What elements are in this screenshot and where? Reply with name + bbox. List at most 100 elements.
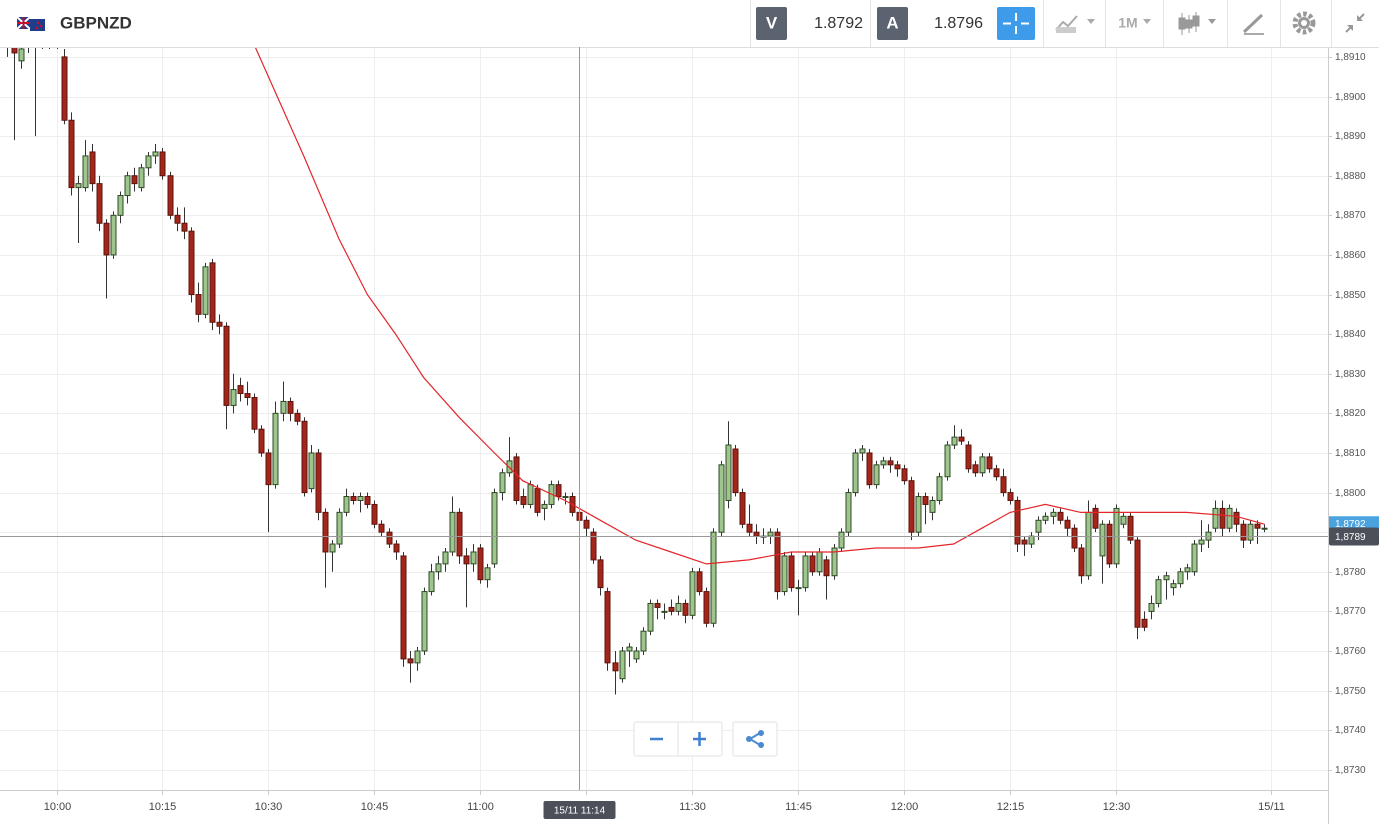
bid-badge[interactable]: [756, 7, 787, 40]
ask-badge[interactable]: [877, 7, 908, 40]
candle-body: [499, 472, 506, 494]
candle-body: [640, 630, 647, 652]
overlay: 1,8792 15/11 11:14 1,8789: [0, 47, 1379, 819]
y-tick-label: 1,8770: [1335, 606, 1366, 617]
candle-body: [936, 476, 943, 501]
zoom-controls: [633, 721, 778, 757]
x-tick-label: 10:45: [361, 801, 389, 813]
candle-body: [435, 563, 442, 573]
candle-body: [654, 602, 661, 608]
candle-body: [1261, 527, 1268, 530]
moving-average-line: [254, 47, 1265, 565]
candle-body: [315, 452, 322, 513]
candle-body: [1099, 523, 1106, 557]
plot-area: [7, 47, 1268, 695]
y-tick-label: 1,8890: [1335, 131, 1366, 142]
crosshair-y-label: 1,8789: [1335, 532, 1366, 543]
candle-body: [1219, 507, 1226, 529]
candle-body: [1233, 511, 1240, 525]
candle-body: [661, 610, 668, 613]
bid-label: V: [766, 13, 778, 32]
candle-body: [753, 531, 760, 537]
candle-body: [527, 484, 534, 505]
candle-body: [922, 496, 929, 505]
bid-price: 1.8792: [814, 15, 863, 32]
collapse-button[interactable]: [1345, 13, 1365, 33]
candle-body: [562, 496, 569, 499]
candle-body: [1078, 547, 1085, 577]
candle-body: [619, 650, 626, 680]
candle-body: [89, 151, 96, 185]
candle-body: [393, 543, 400, 553]
chart-type-button[interactable]: [1055, 15, 1095, 33]
x-tick-label: 12:00: [891, 801, 919, 813]
candle-body: [732, 448, 739, 494]
candle-body: [68, 119, 75, 189]
ask-label: A: [886, 13, 898, 32]
candle-body: [774, 531, 781, 593]
draw-tool-button[interactable]: [1242, 13, 1264, 35]
candle-body: [400, 555, 407, 660]
candle-body: [449, 511, 456, 553]
candle-body: [103, 222, 110, 256]
share-button[interactable]: [732, 721, 778, 757]
candle-body: [788, 555, 795, 589]
candle-body: [795, 587, 802, 590]
candle-body: [308, 452, 315, 490]
candle-body: [986, 456, 993, 470]
y-tick-label: 1,8910: [1335, 52, 1366, 63]
candle-body: [1085, 511, 1092, 577]
candle-body: [131, 175, 138, 185]
candle-body: [357, 496, 364, 501]
last-price-label: 1,8792: [1335, 519, 1366, 530]
candle-body: [209, 262, 216, 323]
candle-body: [958, 436, 965, 442]
candle-body: [152, 151, 159, 157]
x-tick-label: 11:45: [785, 801, 812, 813]
header-bg: [0, 0, 1379, 47]
candle-body: [110, 214, 117, 256]
crosshair-button[interactable]: [997, 7, 1035, 40]
candle-body: [82, 155, 89, 189]
candle-body: [251, 397, 258, 430]
candle-body: [491, 492, 498, 565]
x-tick-label: 12:15: [997, 801, 1025, 813]
candle-body: [265, 452, 272, 486]
candle-body: [1212, 507, 1219, 529]
y-tick-label: 1,8860: [1335, 250, 1366, 261]
y-tick-label: 1,8800: [1335, 488, 1366, 499]
candle-body: [873, 464, 880, 486]
candle-body: [1092, 507, 1099, 529]
candle-body: [61, 56, 68, 121]
candle-body: [287, 400, 294, 414]
candle-body: [223, 325, 230, 406]
zoom-in-button[interactable]: [693, 732, 706, 746]
candle-body: [944, 444, 951, 478]
y-tick-label: 1,8750: [1335, 686, 1366, 697]
candle-body: [145, 155, 152, 169]
timeframe-button[interactable]: 1M: [1118, 15, 1151, 31]
candle-body: [378, 523, 385, 533]
candle-body: [1014, 499, 1021, 545]
candle-body: [216, 321, 223, 327]
candle-body: [1127, 515, 1134, 541]
settings-button[interactable]: [1292, 11, 1316, 35]
candle-body: [1191, 543, 1198, 573]
candle-body: [915, 496, 922, 533]
candle-body: [1170, 583, 1177, 589]
y-tick-label: 1,8900: [1335, 92, 1366, 103]
candle-body: [1106, 523, 1113, 565]
candle-body: [951, 436, 958, 446]
y-tick-label: 1,8820: [1335, 408, 1366, 419]
y-tick-label: 1,8780: [1335, 567, 1366, 578]
grid: [0, 47, 1328, 790]
candle-body: [1000, 476, 1007, 494]
candle-body: [901, 468, 908, 482]
candle-body: [167, 175, 174, 216]
candle-body: [386, 531, 393, 545]
y-tick-label: 1,8850: [1335, 290, 1366, 301]
candle-style-button[interactable]: [1178, 12, 1216, 35]
candle-body: [174, 214, 181, 224]
candle-body: [710, 531, 717, 624]
